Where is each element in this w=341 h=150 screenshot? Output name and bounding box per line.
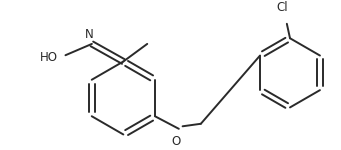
Text: O: O [172,135,181,148]
Text: N: N [85,28,94,41]
Text: HO: HO [40,51,58,64]
Text: Cl: Cl [277,1,288,14]
